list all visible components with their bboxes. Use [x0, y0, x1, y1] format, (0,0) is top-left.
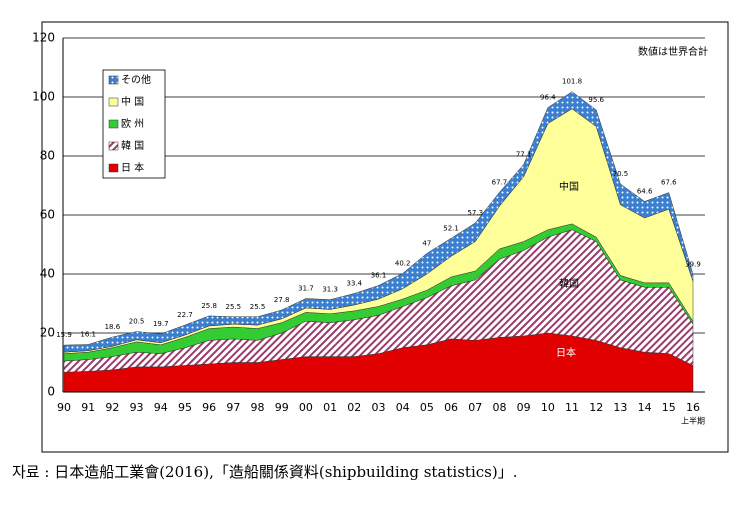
total-label: 19.7: [153, 320, 169, 328]
y-tick-label: 60: [40, 208, 55, 222]
total-label: 95.6: [588, 96, 604, 104]
x-tick-label: 02: [347, 401, 361, 414]
x-tick-label: 96: [202, 401, 216, 414]
x-tick-label: 93: [130, 401, 144, 414]
y-tick-label: 40: [40, 267, 55, 281]
legend-swatch: [108, 75, 119, 85]
y-tick-label: 20: [40, 326, 55, 340]
total-label: 67.6: [661, 179, 677, 187]
legend-label: その他: [121, 73, 151, 86]
total-label: 64.6: [637, 187, 653, 195]
x-tick-label: 12: [589, 401, 603, 414]
total-label: 47: [422, 239, 431, 247]
total-label: 36.1: [371, 272, 387, 280]
total-label: 67.7: [492, 178, 508, 186]
total-label: 18.6: [105, 323, 121, 331]
x-tick-label: 14: [638, 401, 652, 414]
total-label: 39.9: [685, 260, 701, 268]
total-label: 52.1: [443, 224, 459, 232]
y-tick-label: 0: [47, 385, 55, 399]
frame: [41, 21, 729, 453]
x-tick-label: 16: [686, 401, 700, 414]
note: 数値は世界合計: [638, 45, 708, 58]
x-tick-label: 03: [372, 401, 386, 414]
x-tick-label: 00: [299, 401, 313, 414]
x-tick-label: 94: [154, 401, 168, 414]
x-tick-label: 95: [178, 401, 192, 414]
legend-label: 韓 国: [121, 140, 144, 152]
x-tick-label: 01: [323, 401, 337, 414]
x-tick-label: 90: [57, 401, 71, 414]
x-tick-label: 08: [492, 401, 506, 414]
x-tick-label: 05: [420, 401, 434, 414]
caption: 자료 : 日本造船工業會(2016),「造船關係資料(shipbuilding …: [12, 463, 517, 481]
x-tick-label: 92: [105, 401, 119, 414]
total-label: 70.5: [613, 170, 629, 178]
legend-label: 中 国: [121, 95, 144, 108]
x-tick-label: 15: [662, 401, 676, 414]
total-label: 33.4: [347, 279, 363, 287]
area-label: 韓国: [559, 278, 579, 290]
total-label: 40.2: [395, 259, 411, 267]
legend-swatch: [108, 119, 119, 129]
total-label: 96.4: [540, 94, 556, 102]
total-label: 16.1: [80, 331, 96, 339]
legend-swatch: [108, 163, 119, 173]
total-label: 57.3: [467, 209, 483, 217]
x-tick-label: 97: [226, 401, 240, 414]
y-tick-label: 120: [32, 31, 55, 45]
y-tick-label: 100: [32, 90, 55, 104]
total-label: 31.3: [322, 286, 338, 294]
total-label: 25.5: [250, 303, 266, 311]
x-tick-label: 06: [444, 401, 458, 414]
total-label: 22.7: [177, 311, 193, 319]
total-label: 31.7: [298, 284, 314, 292]
x-tick-label: 04: [396, 401, 410, 414]
x-tick-label: 07: [468, 401, 482, 414]
total-label: 101.8: [562, 78, 582, 86]
legend-label: 日 本: [121, 161, 144, 174]
x-tick-label: 11: [565, 401, 579, 414]
area: [63, 91, 694, 353]
legend-label: 欧 州: [121, 118, 144, 130]
x-tick-label: 99: [275, 401, 289, 414]
y-tick-label: 80: [40, 149, 55, 163]
x-tick-label: 10: [541, 401, 555, 414]
legend-swatch: [108, 97, 119, 107]
total-label: 77.1: [516, 151, 532, 159]
area-label: 日本: [556, 346, 576, 359]
x-note: 上半期: [681, 416, 705, 426]
area-label: 中国: [559, 180, 579, 193]
total-label: 15.9: [56, 331, 72, 339]
x-tick-label: 91: [81, 401, 95, 414]
total-label: 20.5: [129, 318, 145, 326]
total-label: 27.8: [274, 296, 290, 304]
x-tick-label: 09: [517, 401, 531, 414]
x-tick-label: 98: [251, 401, 265, 414]
total-label: 25.5: [226, 303, 242, 311]
total-label: 25.8: [201, 302, 217, 310]
legend-swatch: [108, 141, 119, 151]
x-tick-label: 13: [613, 401, 627, 414]
